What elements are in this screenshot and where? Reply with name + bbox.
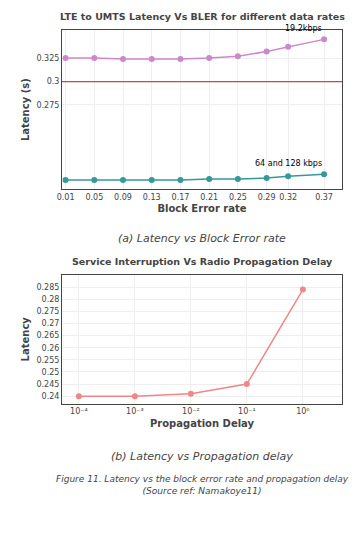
- svg-text:Latency (s): Latency (s): [20, 78, 31, 141]
- svg-text:10⁰: 10⁰: [296, 407, 309, 416]
- svg-text:0.265: 0.265: [36, 331, 59, 340]
- svg-text:Propagation Delay: Propagation Delay: [150, 418, 255, 429]
- svg-text:0.26: 0.26: [42, 344, 60, 353]
- svg-text:0.25: 0.25: [229, 193, 247, 202]
- svg-text:0.285: 0.285: [36, 283, 59, 292]
- svg-text:0.05: 0.05: [85, 193, 103, 202]
- svg-text:Service Interruption Vs Radio: Service Interruption Vs Radio Propagatio…: [72, 256, 333, 267]
- svg-text:0.24: 0.24: [42, 392, 60, 401]
- svg-text:0.325: 0.325: [36, 54, 59, 63]
- svg-text:0.27: 0.27: [42, 319, 60, 328]
- svg-text:(a) Latency vs Block Error rat: (a) Latency vs Block Error rate: [118, 232, 286, 245]
- svg-text:(b) Latency vs Propagation del: (b) Latency vs Propagation delay: [111, 450, 293, 463]
- svg-text:0.3: 0.3: [47, 77, 60, 86]
- svg-text:0.29: 0.29: [258, 193, 276, 202]
- svg-text:0.32: 0.32: [279, 193, 297, 202]
- svg-text:0.09: 0.09: [114, 193, 132, 202]
- svg-text:10⁻⁴: 10⁻⁴: [70, 407, 88, 416]
- svg-text:LTE to UMTS Latency Vs BLER fo: LTE to UMTS Latency Vs BLER for differen…: [60, 11, 345, 22]
- svg-text:64 and 128 kbps: 64 and 128 kbps: [255, 159, 322, 168]
- svg-text:0.01: 0.01: [57, 193, 75, 202]
- svg-text:10⁻³: 10⁻³: [126, 407, 144, 416]
- svg-text:0.28: 0.28: [42, 295, 60, 304]
- svg-text:0.275: 0.275: [36, 101, 59, 110]
- svg-text:0.25: 0.25: [42, 368, 60, 377]
- svg-text:0.245: 0.245: [36, 380, 59, 389]
- svg-text:0.17: 0.17: [172, 193, 190, 202]
- svg-text:0.275: 0.275: [36, 307, 59, 316]
- svg-text:Figure 11. Latency vs the bloc: Figure 11. Latency vs the block error ra…: [56, 474, 349, 496]
- svg-text:0.255: 0.255: [36, 356, 59, 365]
- svg-text:19.2kbps: 19.2kbps: [285, 24, 322, 33]
- svg-text:0.13: 0.13: [143, 193, 161, 202]
- svg-text:Latency: Latency: [20, 317, 31, 362]
- svg-text:10⁻²: 10⁻²: [182, 407, 200, 416]
- svg-text:0.37: 0.37: [315, 193, 333, 202]
- svg-text:10⁻¹: 10⁻¹: [238, 407, 256, 416]
- svg-text:0.21: 0.21: [200, 193, 218, 202]
- svg-text:Block Error rate: Block Error rate: [157, 203, 246, 214]
